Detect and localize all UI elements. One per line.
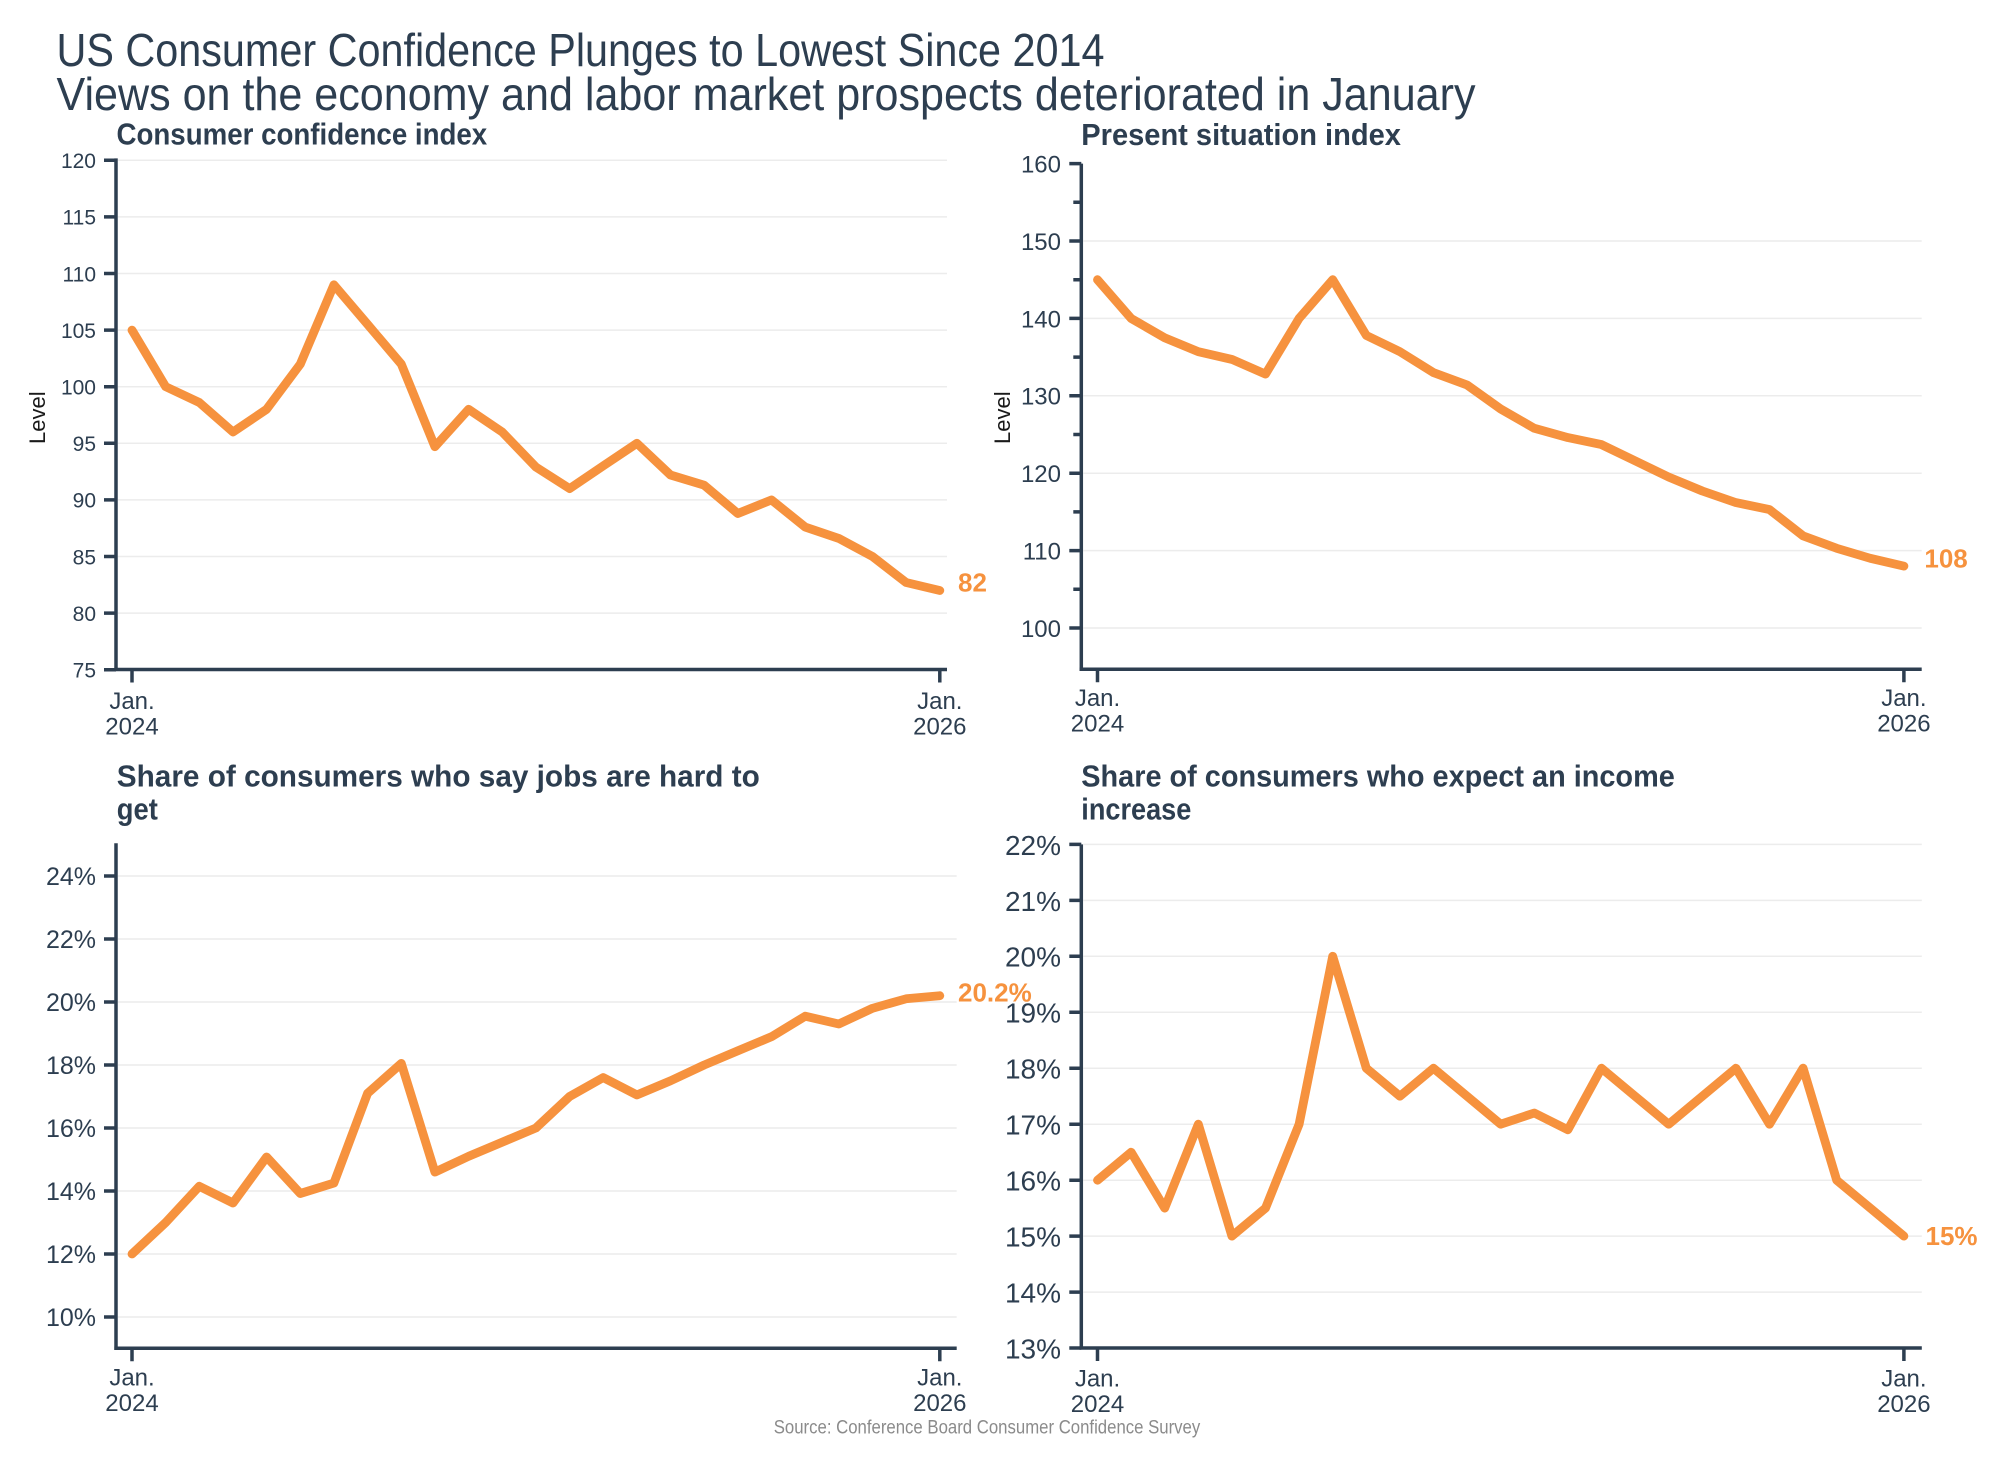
svg-text:Jan.: Jan. <box>917 1365 962 1392</box>
svg-text:Level: Level <box>990 391 1015 444</box>
svg-text:2026: 2026 <box>913 1390 966 1417</box>
svg-text:Views on the economy and labor: Views on the economy and labor market pr… <box>57 68 1476 120</box>
svg-text:get: get <box>117 792 158 827</box>
svg-text:21%: 21% <box>1005 886 1061 917</box>
svg-text:18%: 18% <box>46 1052 96 1080</box>
svg-text:14%: 14% <box>1005 1277 1061 1308</box>
svg-text:20%: 20% <box>46 989 96 1017</box>
svg-text:15%: 15% <box>1005 1222 1061 1253</box>
svg-text:US Consumer Confidence Plunges: US Consumer Confidence Plunges to Lowest… <box>57 24 1105 76</box>
svg-text:Jan.: Jan. <box>109 1365 154 1392</box>
svg-text:75: 75 <box>73 660 96 683</box>
svg-text:150: 150 <box>1021 229 1061 256</box>
svg-text:160: 160 <box>1021 152 1061 179</box>
svg-text:Level: Level <box>25 391 50 444</box>
svg-text:85: 85 <box>73 546 96 569</box>
svg-text:2024: 2024 <box>1071 711 1124 738</box>
svg-text:16%: 16% <box>1005 1166 1061 1197</box>
svg-text:22%: 22% <box>46 926 96 954</box>
svg-text:18%: 18% <box>1005 1054 1061 1085</box>
svg-text:13%: 13% <box>1005 1333 1061 1364</box>
svg-text:140: 140 <box>1021 306 1061 333</box>
svg-text:Jan.: Jan. <box>1881 1366 1926 1393</box>
svg-text:130: 130 <box>1021 384 1061 411</box>
svg-text:2024: 2024 <box>1071 1391 1124 1418</box>
svg-text:90: 90 <box>73 490 96 513</box>
svg-text:115: 115 <box>63 207 96 230</box>
svg-text:2024: 2024 <box>105 1390 158 1417</box>
svg-text:120: 120 <box>61 150 96 173</box>
svg-text:Share of consumers who say job: Share of consumers who say jobs are hard… <box>117 758 760 793</box>
svg-text:16%: 16% <box>46 1115 96 1143</box>
svg-text:110: 110 <box>1023 539 1061 566</box>
svg-text:2026: 2026 <box>1877 711 1930 738</box>
svg-text:Jan.: Jan. <box>1881 685 1926 712</box>
svg-text:17%: 17% <box>1005 1110 1061 1141</box>
svg-text:15%: 15% <box>1926 1221 1978 1251</box>
svg-text:2026: 2026 <box>913 714 966 741</box>
svg-text:Present situation index: Present situation index <box>1081 117 1401 152</box>
svg-text:105: 105 <box>61 320 96 343</box>
svg-text:110: 110 <box>63 263 96 286</box>
svg-text:19%: 19% <box>1005 998 1061 1029</box>
svg-text:Share of consumers who expect: Share of consumers who expect an income <box>1081 758 1675 793</box>
svg-text:12%: 12% <box>46 1241 96 1269</box>
svg-text:Jan.: Jan. <box>917 688 962 715</box>
svg-text:Consumer confidence index: Consumer confidence index <box>117 117 488 152</box>
svg-text:82: 82 <box>958 568 987 598</box>
svg-text:2026: 2026 <box>1877 1391 1930 1418</box>
svg-text:Jan.: Jan. <box>1075 1366 1120 1393</box>
svg-text:14%: 14% <box>46 1178 96 1206</box>
svg-text:Source: Conference Board Consu: Source: Conference Board Consumer Confid… <box>774 1418 1201 1439</box>
svg-text:24%: 24% <box>46 863 96 891</box>
svg-text:120: 120 <box>1021 461 1061 488</box>
svg-text:80: 80 <box>73 603 96 626</box>
svg-text:108: 108 <box>1924 544 1967 574</box>
svg-text:Jan.: Jan. <box>1075 685 1120 712</box>
svg-text:20.2%: 20.2% <box>958 978 1032 1008</box>
svg-text:10%: 10% <box>46 1304 96 1332</box>
svg-text:2024: 2024 <box>105 714 158 741</box>
svg-text:Jan.: Jan. <box>109 688 154 715</box>
svg-text:100: 100 <box>1021 616 1061 643</box>
svg-text:95: 95 <box>73 433 96 456</box>
svg-text:20%: 20% <box>1005 942 1061 973</box>
svg-text:100: 100 <box>61 377 96 400</box>
svg-text:increase: increase <box>1081 792 1191 827</box>
svg-text:22%: 22% <box>1005 830 1061 861</box>
